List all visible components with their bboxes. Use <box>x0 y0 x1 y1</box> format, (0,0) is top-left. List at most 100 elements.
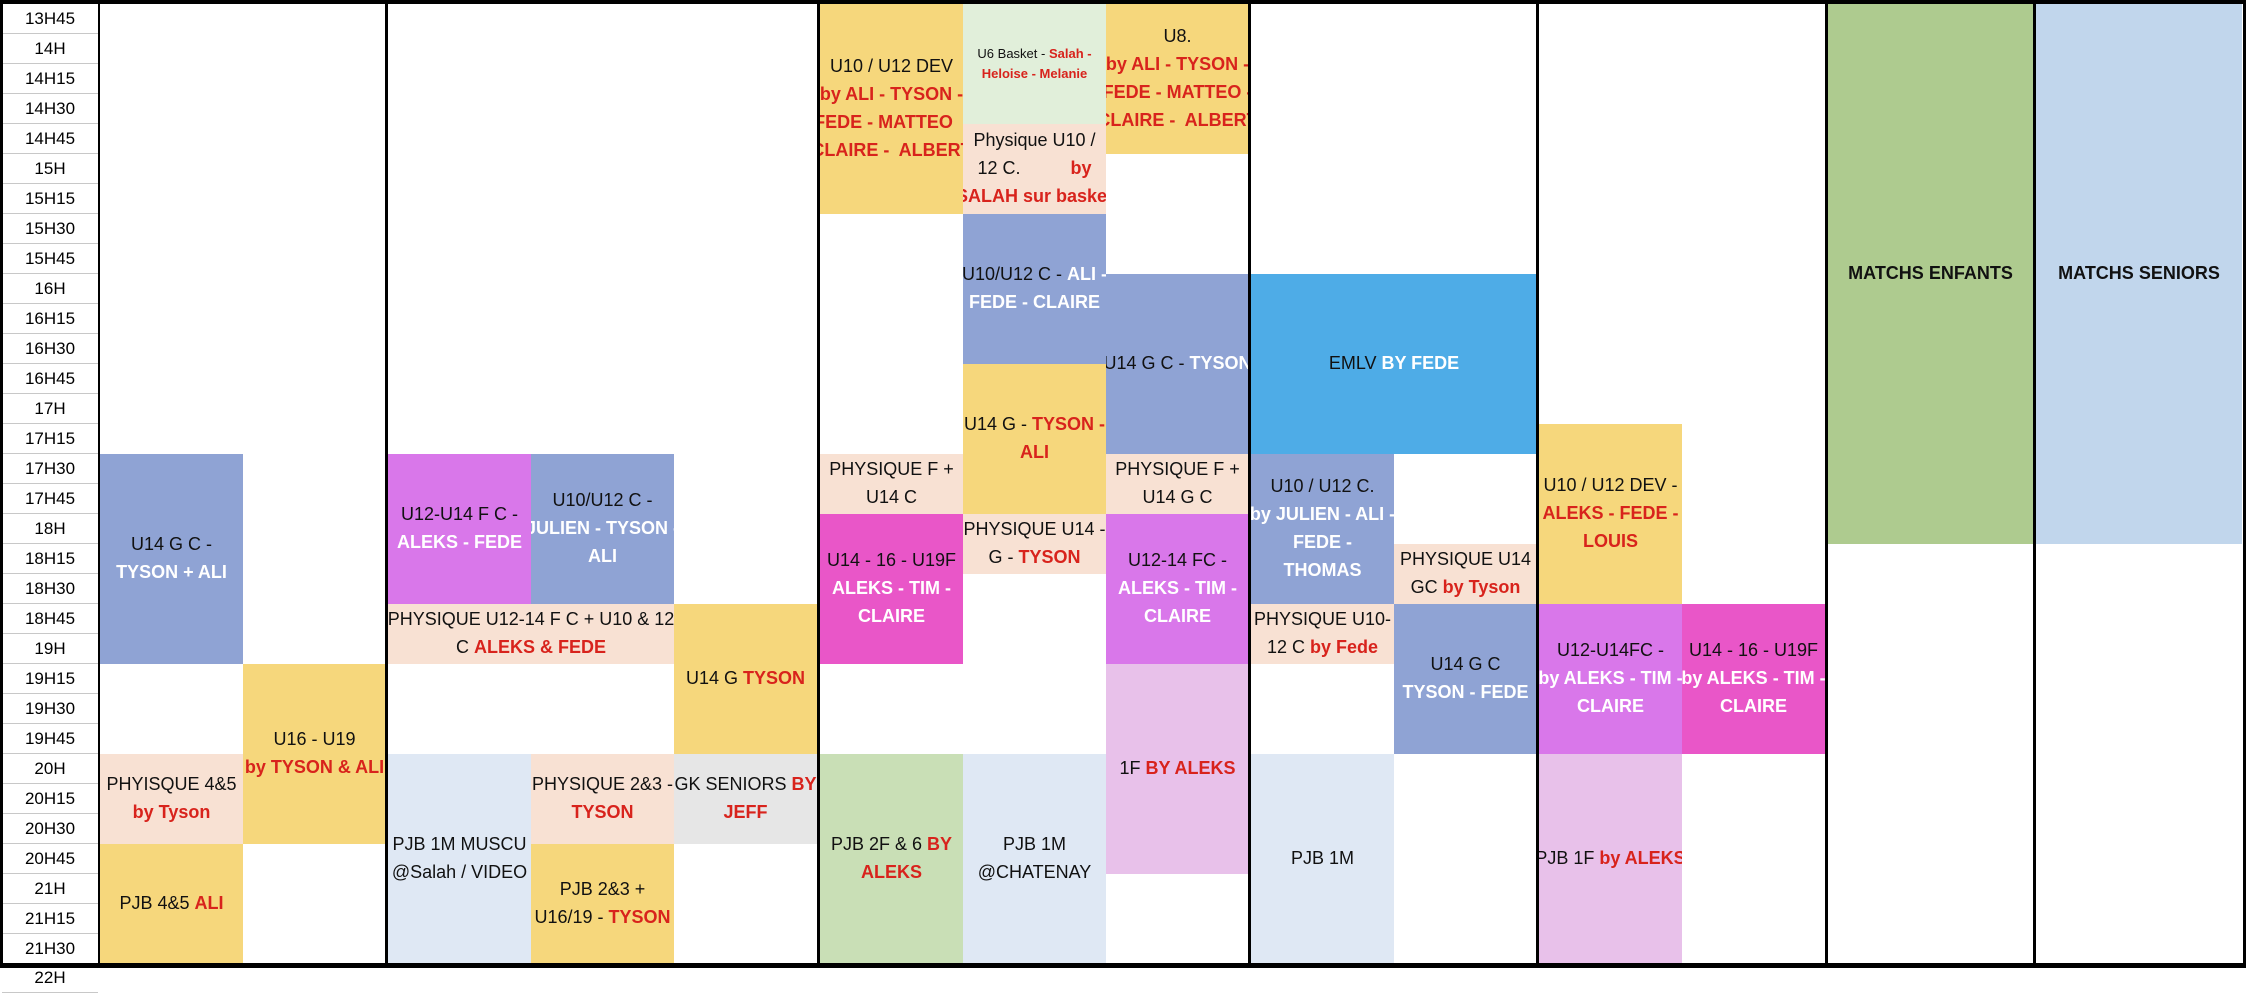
staff-tag: CLAIRE <box>1577 695 1644 716</box>
session-label: MATCHS SENIORS <box>2058 263 2220 284</box>
session-text: 1F BY ALEKS <box>1119 755 1235 783</box>
staff-tag: ALI <box>194 892 224 913</box>
staff-tag: LOUIS <box>1583 530 1639 551</box>
time-label: 13H45 <box>2 4 98 34</box>
session-block: U16 - U19 by TYSON & ALI <box>243 664 386 844</box>
session-line: PJB 1M <box>978 831 1092 859</box>
session-line: PJB 2&3 + <box>534 876 670 904</box>
staff-tag: FEDE - <box>1292 532 1352 552</box>
session-line: PJB 1F by ALEKS <box>1539 845 1682 873</box>
session-label: U14 G C - <box>1106 353 1190 374</box>
session-text: PHYSIQUE U14 GC by Tyson <box>1400 546 1531 602</box>
column-divider <box>1248 0 1251 968</box>
session-label: U16 - U19 <box>273 729 356 750</box>
time-label: 21H15 <box>2 904 98 934</box>
session-block: U14 G - TYSON - ALI <box>963 364 1106 514</box>
session-line: U16 - U19 <box>245 726 384 754</box>
staff-tag: ALI <box>1020 442 1049 462</box>
session-line: Physique U10 / <box>963 127 1106 155</box>
session-text: U12-U14 F C - ALEKS - FEDE <box>397 501 522 557</box>
session-block: PHYSIQUE 2&3 - TYSON <box>531 754 674 844</box>
staff-tag: THOMAS <box>1283 559 1362 580</box>
session-line: U14 C <box>829 484 954 512</box>
staff-tag: ALI <box>588 545 617 566</box>
time-label: 16H30 <box>2 334 98 364</box>
session-label: U6 Basket - <box>977 45 1049 61</box>
staff-tag: BY <box>927 833 953 854</box>
session-label: @CHATENAY <box>977 861 1092 882</box>
session-label: PHYSIQUE U12-14 F C + U10 & 12 <box>388 609 674 630</box>
staff-tag: ALEKS - FEDE <box>396 532 522 552</box>
column-divider <box>2243 0 2246 968</box>
session-label: U14 C <box>865 487 917 507</box>
session-line: PJB 1M <box>1291 845 1354 873</box>
session-block: PHYSIQUE F + U14 G C <box>1106 454 1249 514</box>
session-text: PJB 2&3 + U16/19 - TYSON <box>534 876 670 932</box>
session-line: U12-U14FC - <box>1539 637 1682 665</box>
session-label: PJB 1F <box>1539 847 1600 868</box>
staff-tag: CLAIRE - ALBERT <box>1106 109 1249 130</box>
session-label: GK SENIORS <box>674 774 792 795</box>
time-label: 18H45 <box>2 604 98 634</box>
session-line: JEFF <box>674 799 816 827</box>
session-label: GC <box>1410 577 1443 597</box>
session-text: U10 / U12 C. by JULIEN - ALI - FEDE - THOMA… <box>1251 473 1394 585</box>
session-label: U10 / U12 DEV <box>829 56 954 77</box>
session-label: PHYSIQUE F + <box>829 459 954 480</box>
session-label: PHYSIQUE U10- <box>1253 609 1392 630</box>
session-text: PJB 1M <box>1291 845 1354 873</box>
session-block: U10/U12 C - ALI - FEDE - CLAIRE <box>963 214 1106 364</box>
session-line: CLAIRE <box>827 603 956 631</box>
session-line: U14 G C <box>1115 484 1240 512</box>
session-line: U14 - 16 - U19F <box>1682 637 1825 665</box>
staff-tag: TYSON - FEDE <box>1402 682 1529 702</box>
session-line: GK SENIORS BY <box>674 771 816 799</box>
session-text: U14 G C - TYSON <box>1106 350 1249 378</box>
session-text: PJB 2F & 6 BY ALEKS <box>831 831 952 887</box>
staff-tag: ALEKS - TIM - <box>832 578 951 599</box>
time-label: 19H30 <box>2 694 98 724</box>
staff-tag: by TYSON & ALI <box>244 757 385 777</box>
session-block: U10 / U12 DEV by ALI - TYSON - FEDE - MATT… <box>820 4 963 214</box>
session-line: MATCHS SENIORS <box>2058 260 2220 288</box>
column-divider <box>1825 0 1828 968</box>
time-label: 15H15 <box>2 184 98 214</box>
session-block: U12-U14 F C - ALEKS - FEDE <box>388 454 531 604</box>
staff-tag: CLAIRE <box>1144 605 1211 626</box>
session-line: CLAIRE <box>1539 693 1682 721</box>
session-block: PHYSIQUE U12-14 F C + U10 & 12 C ALEKS & … <box>388 604 674 664</box>
session-block: PHYSIQUE F + U14 C <box>820 454 963 514</box>
staff-tag: by ALEKS - TIM - <box>1539 668 1682 689</box>
session-block: PHYSIQUE U14 - G - TYSON <box>963 514 1106 574</box>
session-line: FEDE - MATTEO - <box>1106 79 1249 107</box>
session-block: Physique U10 /12 C. by SALAH sur basket <box>963 124 1106 214</box>
session-block: U10/U12 C - JULIEN - TYSON - ALI <box>531 454 674 604</box>
session-block: U10 / U12 C. by JULIEN - ALI - FEDE - THOMA… <box>1251 454 1394 604</box>
time-label: 18H <box>2 514 98 544</box>
time-label: 17H <box>2 394 98 424</box>
session-text: U12-14 FC - ALEKS - TIM - CLAIRE <box>1118 547 1237 631</box>
session-line: TYSON + ALI <box>116 559 227 587</box>
staff-tag: by JULIEN - ALI - <box>1251 504 1394 525</box>
staff-tag: by Tyson <box>132 802 211 822</box>
column-divider <box>817 0 820 968</box>
staff-tag: by Tyson <box>1442 577 1521 597</box>
session-label: MATCHS ENFANTS <box>1848 263 2013 284</box>
session-text: U8. by ALI - TYSON - FEDE - MATTEO - CLAIRE… <box>1106 23 1249 135</box>
session-line: TYSON <box>532 799 673 827</box>
staff-tag: JULIEN - TYSON - <box>531 518 674 539</box>
session-block: PJB 2F & 6 BY ALEKS <box>820 754 963 963</box>
staff-tag: BY FEDE <box>1381 353 1460 374</box>
session-line: FEDE - MATTEO - <box>820 109 963 137</box>
session-label: PJB 1M MUSCU <box>392 833 527 854</box>
session-block: MATCHS SENIORS <box>2036 4 2242 544</box>
staff-tag: by ALEKS <box>1599 847 1682 868</box>
time-label: 18H30 <box>2 574 98 604</box>
session-line: LOUIS <box>1543 528 1679 556</box>
session-line: U10 / U12 C. <box>1251 473 1394 501</box>
session-text: U10/U12 C - ALI - FEDE - CLAIRE <box>963 261 1106 317</box>
session-line: ALEKS - TIM - <box>1118 575 1237 603</box>
session-text: PHYSIQUE U12-14 F C + U10 & 12 C ALEKS & … <box>388 606 674 662</box>
time-label: 22H <box>2 964 98 993</box>
session-text: U10/U12 C - JULIEN - TYSON - ALI <box>531 487 674 571</box>
